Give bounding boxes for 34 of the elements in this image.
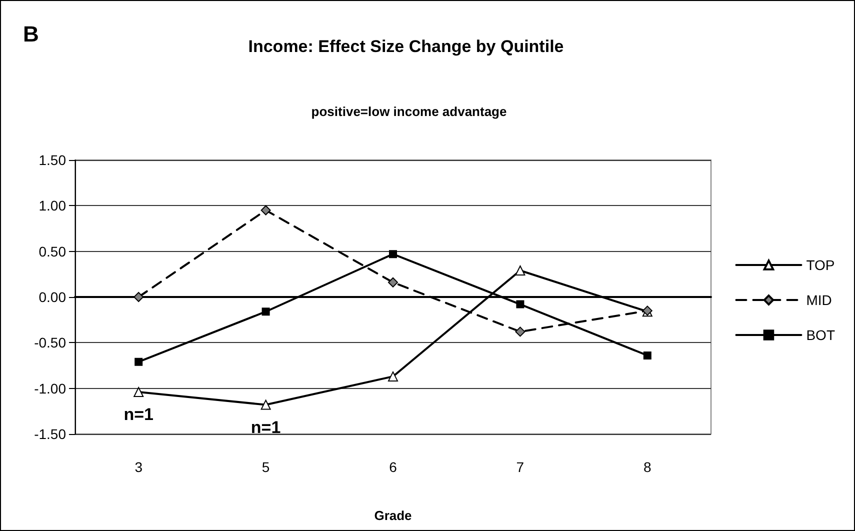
point <box>388 277 398 288</box>
text: B <box>23 22 39 46</box>
point <box>515 326 526 337</box>
y-tick-label: -1.00 <box>34 380 66 396</box>
y-tick-label: 0.00 <box>38 289 66 305</box>
point <box>260 400 271 410</box>
x-axis-title: Grade <box>374 508 412 523</box>
x-tick-label: 6 <box>389 459 398 475</box>
point <box>262 308 270 316</box>
point <box>389 250 397 258</box>
annotation: n=1 <box>124 404 154 424</box>
point <box>134 386 144 397</box>
y-tick-label: 1.50 <box>38 152 66 168</box>
annotation: n=1 <box>250 418 281 437</box>
point <box>134 292 144 302</box>
chart-title: Income: Effect Size Change by Quintile <box>248 37 564 56</box>
chart-subtitle: positive=low income advantage <box>311 104 507 119</box>
point <box>515 266 526 276</box>
y-tick-label: -0.50 <box>34 334 66 351</box>
y-tick-label: -1.50 <box>34 426 66 442</box>
x-tick-label: 7 <box>516 459 524 475</box>
point <box>388 371 398 382</box>
x-tick-label: 3 <box>134 459 143 475</box>
y-tick-label: 1.00 <box>38 198 66 214</box>
point <box>643 351 652 360</box>
point <box>516 300 524 308</box>
legend-label: BOT <box>806 327 836 343</box>
legend-label: TOP <box>806 257 835 273</box>
legend-label: MID <box>806 292 832 308</box>
point <box>134 358 143 366</box>
point <box>260 205 271 216</box>
x-tick-label: 5 <box>262 459 270 475</box>
x-tick-label: 8 <box>644 459 652 475</box>
y-tick-label: 0.50 <box>38 243 66 260</box>
